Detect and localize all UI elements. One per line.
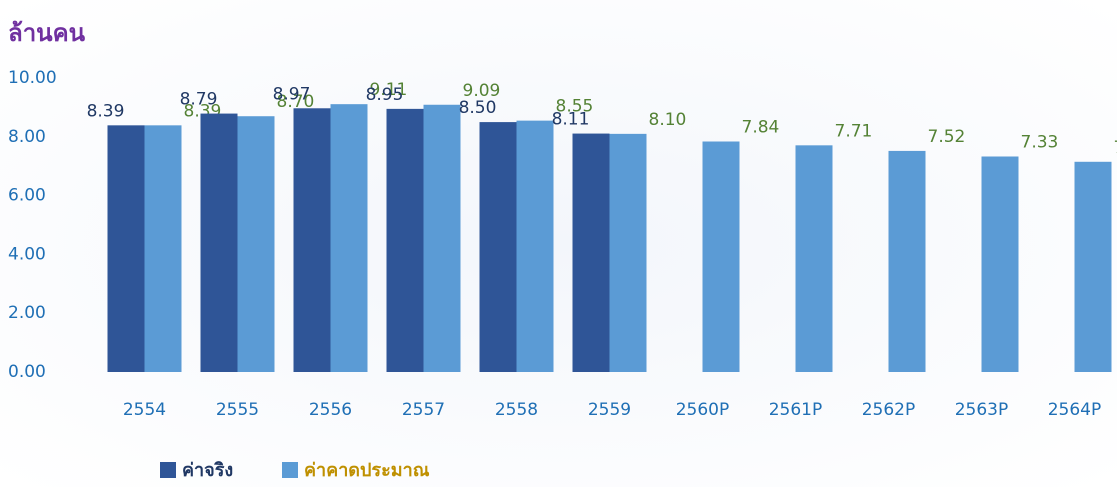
x-tick-label: 2556 [309,400,352,420]
x-tick-label: 2559 [588,400,631,420]
bar [331,104,368,372]
value-label: 7.71 [835,121,873,141]
legend-label: ค่าคาดประมาณ [304,460,430,481]
bar [796,145,833,372]
bar [610,134,647,372]
x-tick-label: 2555 [216,400,259,420]
value-label: 8.11 [552,110,590,130]
x-tick-label: 2558 [495,400,538,420]
x-tick-label: 2554 [123,400,166,420]
value-label: 8.50 [459,98,497,118]
value-label: 7.84 [742,118,780,138]
y-axis-title: ล้านคน [8,19,86,47]
chart: ล้านคน 0.00 2.00 4.00 6.00 8.00 10.00 2554 8.39… [0,0,1117,487]
value-label: 8.10 [649,110,687,130]
x-tick-label: 2560P [676,400,730,420]
value-label: 7.33 [1021,132,1059,152]
value-label: 8.79 [180,90,218,110]
page: {"chart_data": {"type": "bar", "y_axis_l… [0,0,1117,487]
bar [294,108,331,372]
y-tick-label: 10.00 [8,68,57,88]
bar [108,125,145,372]
x-tick-label: 2564P [1048,400,1102,420]
y-tick-label: 4.00 [8,244,46,264]
y-tick-label: 2.00 [8,303,46,323]
y-tick-label: 0.00 [8,362,46,382]
bar [573,134,610,372]
bar [424,105,461,372]
bar [703,142,740,372]
value-label: 7.52 [928,127,966,147]
x-tick-label: 2557 [402,400,445,420]
bar [238,116,275,372]
legend-swatch [160,462,176,478]
value-label: 8.97 [273,84,311,104]
bar [480,122,517,372]
x-tick-label: 2562P [862,400,916,420]
value-label: 8.95 [366,85,404,105]
y-tick-label: 6.00 [8,186,46,206]
value-label: 8.39 [87,101,125,121]
y-tick-label: 8.00 [8,127,46,147]
bar [889,151,926,372]
bar [201,114,238,372]
legend-label: ค่าจริง [182,460,233,481]
x-tick-label: 2563P [955,400,1009,420]
bar [145,125,182,372]
x-tick-label: 2561P [769,400,823,420]
value-label: 7.15 [1114,138,1117,158]
bar [387,109,424,372]
bar [982,156,1019,372]
bar [517,121,554,372]
bar [1075,162,1112,372]
legend-swatch [282,462,298,478]
